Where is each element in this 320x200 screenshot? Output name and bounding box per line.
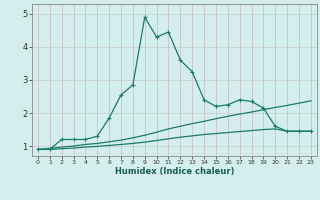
X-axis label: Humidex (Indice chaleur): Humidex (Indice chaleur) xyxy=(115,167,234,176)
